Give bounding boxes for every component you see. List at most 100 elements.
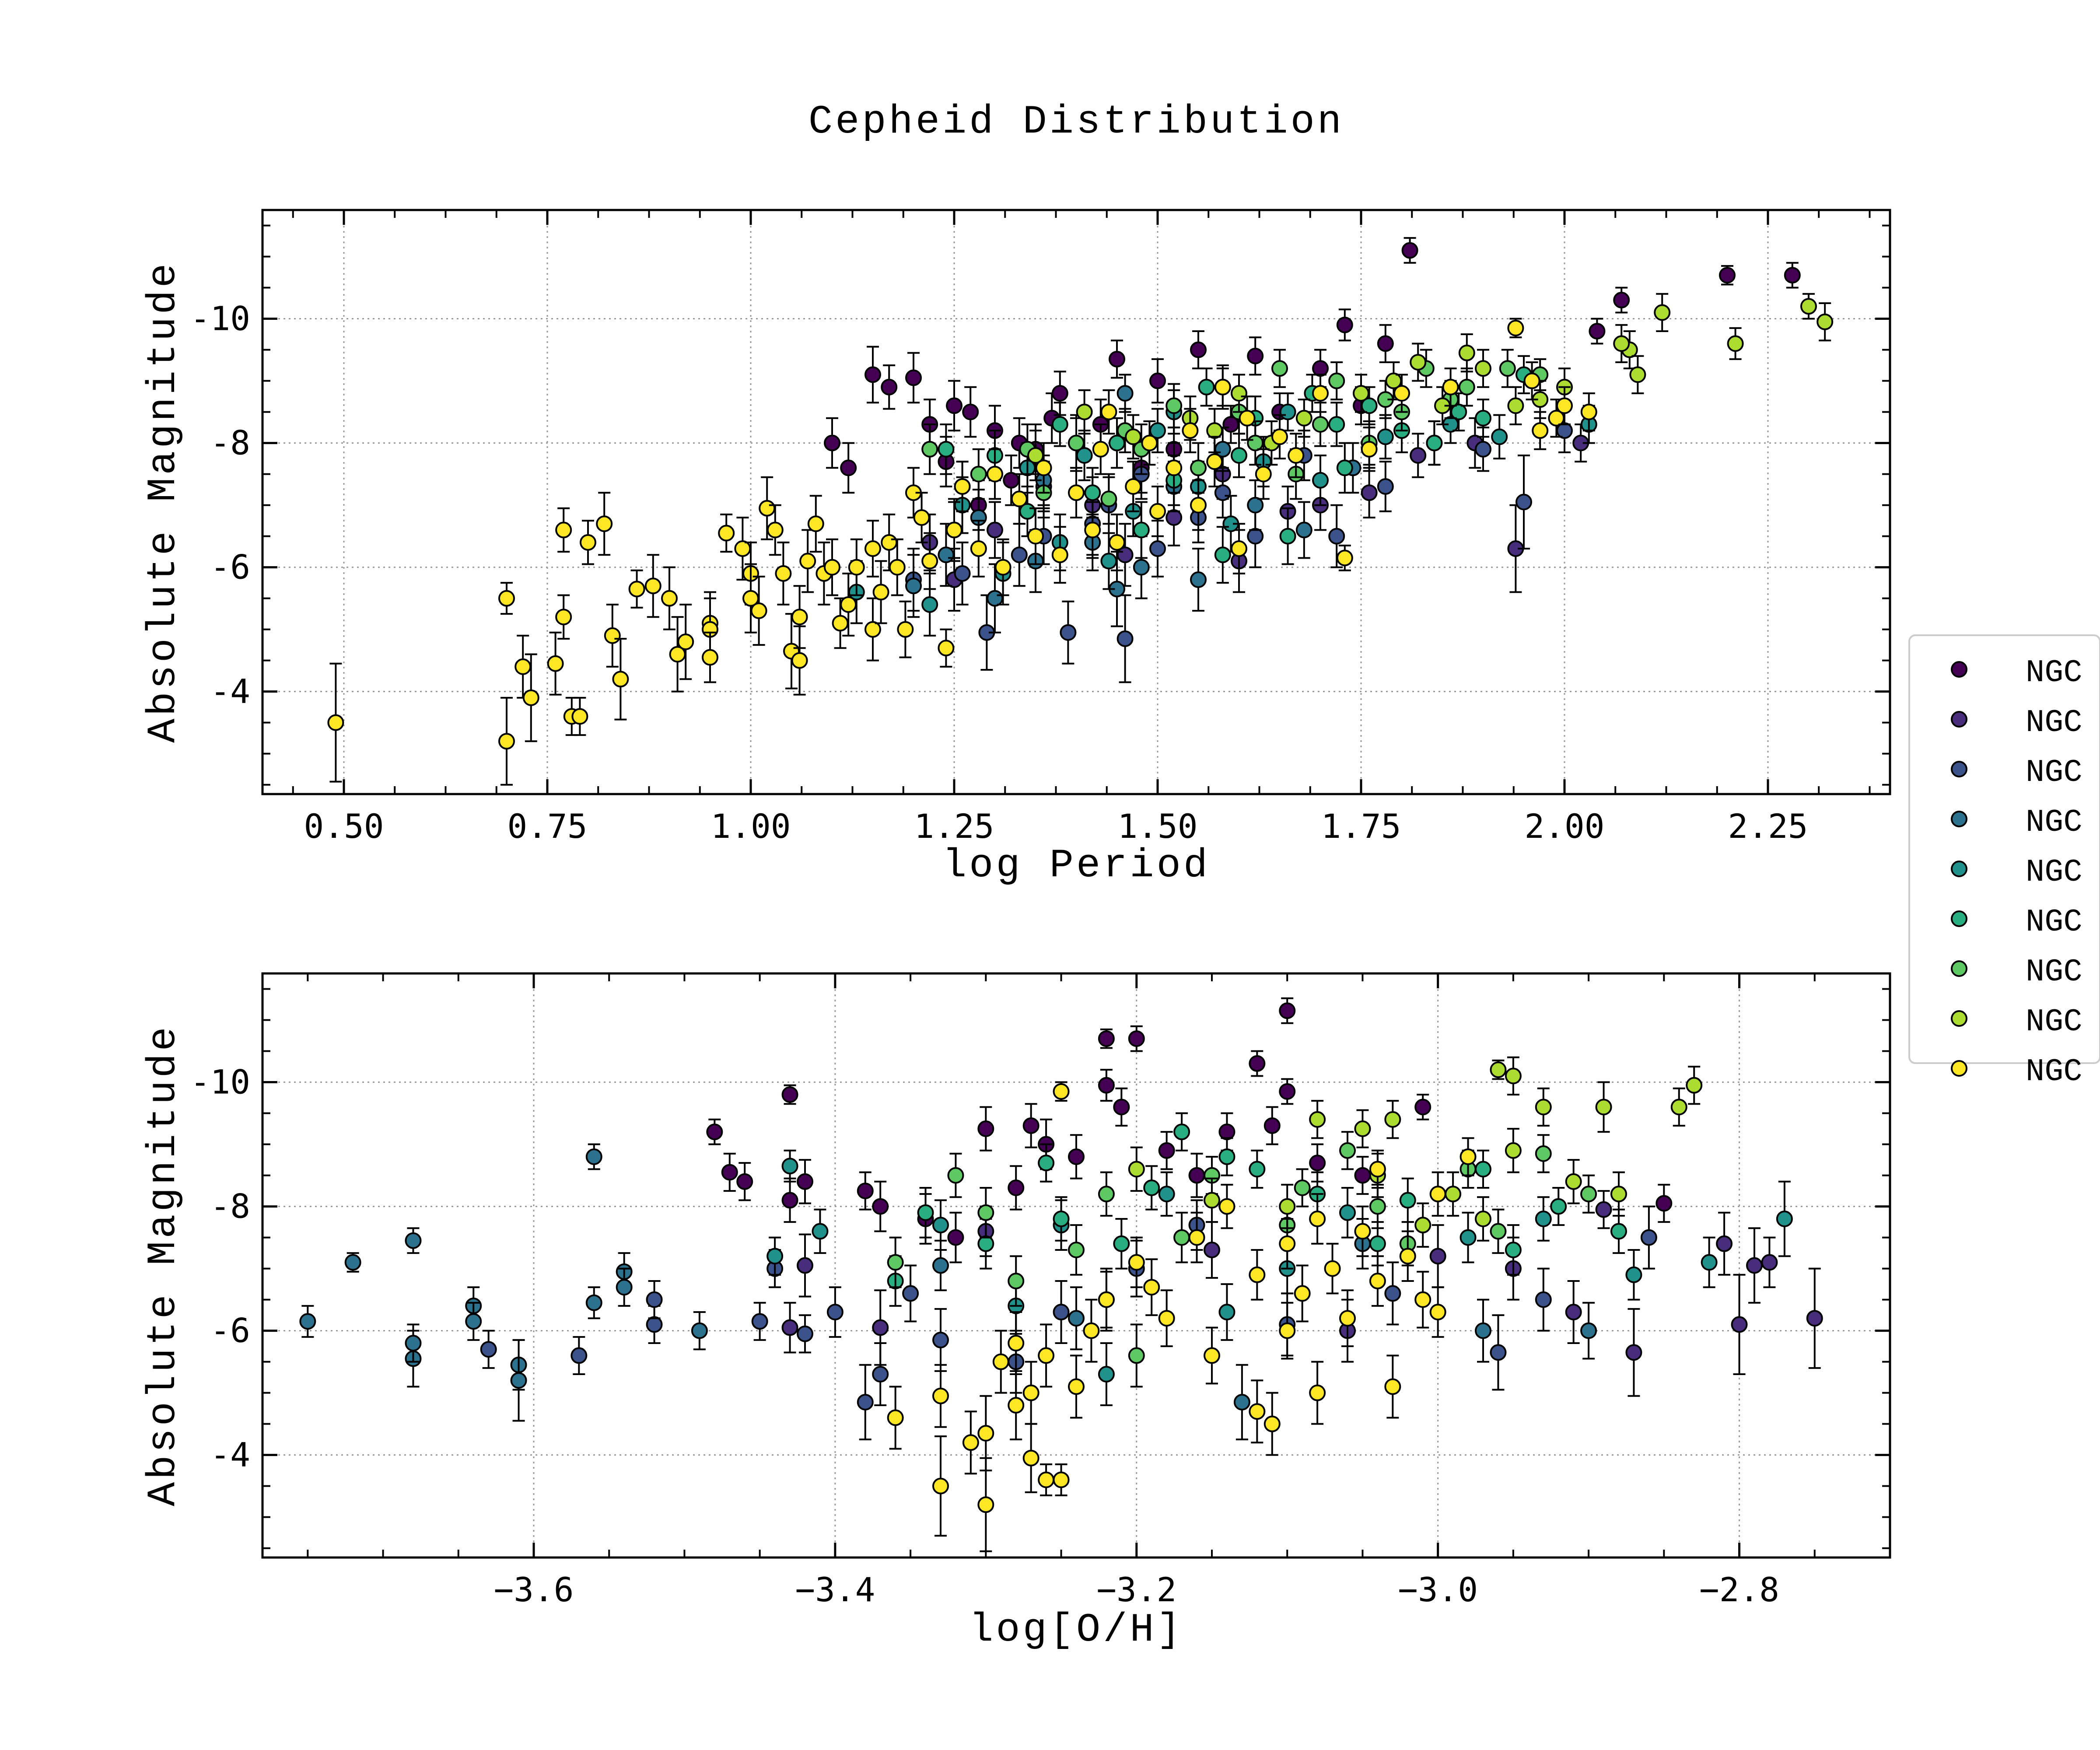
y-tick-label: -4 <box>210 672 250 711</box>
data-point <box>480 1341 497 1358</box>
legend-label: NGC <box>2026 954 2082 990</box>
data-point <box>1399 1192 1416 1209</box>
data-point <box>1182 422 1199 439</box>
data-point <box>1294 1179 1311 1196</box>
data-point <box>1141 434 1158 452</box>
data-point <box>1401 242 1418 259</box>
data-point <box>1198 378 1215 396</box>
top-plot-frame <box>261 209 1891 795</box>
data-point <box>1361 484 1378 501</box>
data-point <box>644 578 662 595</box>
legend-marker <box>1951 1060 1967 1077</box>
data-point <box>781 1319 798 1336</box>
data-point <box>1625 1266 1642 1283</box>
data-point <box>1038 1471 1055 1488</box>
x-tick-label: −3.2 <box>1096 1570 1176 1609</box>
data-point <box>1309 1384 1326 1401</box>
y-tick-label: -8 <box>210 1187 250 1226</box>
data-point <box>1271 428 1288 445</box>
data-point <box>1051 546 1068 564</box>
data-point <box>1565 1173 1582 1190</box>
data-point <box>1038 1347 1055 1364</box>
data-point <box>921 596 938 613</box>
data-point <box>1336 316 1353 333</box>
data-point <box>1053 1083 1070 1100</box>
x-tick-label: 1.50 <box>1117 807 1197 846</box>
data-point <box>1507 319 1524 336</box>
data-point <box>797 1257 813 1274</box>
data-point <box>1393 385 1410 402</box>
data-point <box>1279 1198 1296 1215</box>
data-point <box>405 1335 422 1352</box>
data-point <box>1491 428 1508 445</box>
data-point <box>1629 366 1646 383</box>
data-point <box>1084 484 1101 501</box>
data-point <box>824 434 840 452</box>
data-point <box>750 602 767 620</box>
legend-marker <box>1951 811 1967 827</box>
data-point <box>1336 550 1353 567</box>
data-point <box>962 1434 979 1451</box>
bottom-ylabel: Absolute Magnitude <box>140 1024 186 1506</box>
data-point <box>604 627 621 644</box>
data-point <box>1761 1254 1778 1271</box>
data-point <box>570 1347 588 1364</box>
data-point <box>1535 1291 1552 1308</box>
data-point <box>946 522 962 539</box>
data-point <box>824 559 840 576</box>
data-point <box>977 1235 994 1252</box>
series-6 <box>938 355 1532 584</box>
data-point <box>1309 1111 1326 1128</box>
data-point <box>857 1393 874 1410</box>
bottom-xlabel: log[O/H] <box>969 1607 1183 1653</box>
data-point <box>736 1173 753 1190</box>
bottom-ticks <box>262 973 1891 1558</box>
series-1 <box>706 997 1673 1264</box>
data-point <box>1288 447 1305 464</box>
data-point <box>864 366 881 383</box>
data-point <box>864 621 881 638</box>
x-tick-label: 2.25 <box>1728 807 1808 846</box>
data-point <box>405 1232 422 1249</box>
data-point <box>1113 1099 1130 1116</box>
data-point <box>1206 422 1223 439</box>
legend: NGC NGC NGC NGC NGC NGC NGC NGC NGC <box>1908 634 2100 1090</box>
data-point <box>1109 350 1125 368</box>
top-xlabel: log Period <box>942 843 1210 889</box>
top-tick-labels: 0.50 0.75 1.00 1.25 1.50 1.75 2.00 2.25 -4 -6 -8 -1… <box>190 299 1808 846</box>
data-point <box>1128 1030 1145 1047</box>
x-tick-label: 1.75 <box>1321 807 1401 846</box>
data-point <box>1595 1201 1612 1218</box>
data-point <box>781 1158 798 1175</box>
bottom-panel: −3.6 −3.4 −3.2 −3.0 −2.8 -4 -6 -8 -10 log[O/H] A… <box>140 972 1891 1653</box>
data-point <box>1204 1192 1220 1209</box>
data-point <box>1312 416 1329 433</box>
data-point <box>1354 1120 1371 1138</box>
data-point <box>1109 534 1125 551</box>
data-point <box>1249 1161 1266 1178</box>
data-point <box>797 1173 813 1190</box>
data-point <box>1384 1285 1401 1302</box>
x-tick-label: 1.00 <box>710 807 791 846</box>
data-point <box>977 1496 994 1513</box>
figure-title: Cepheid Distribution <box>808 99 1344 145</box>
data-point <box>1008 1273 1025 1290</box>
data-point <box>970 540 987 557</box>
data-point <box>1190 459 1207 476</box>
data-point <box>1410 354 1427 371</box>
data-point <box>1128 1347 1145 1364</box>
data-point <box>1505 1068 1522 1085</box>
data-point <box>555 609 572 626</box>
data-point <box>887 1254 904 1271</box>
data-point <box>1100 403 1117 420</box>
data-point <box>1214 546 1231 564</box>
data-point <box>1458 344 1475 361</box>
data-point <box>1068 1148 1085 1165</box>
data-point <box>1475 1322 1491 1339</box>
data-point <box>1166 459 1183 476</box>
data-point <box>1247 347 1264 364</box>
data-point <box>1507 397 1524 414</box>
data-point <box>987 466 1003 483</box>
data-point <box>1442 378 1459 396</box>
